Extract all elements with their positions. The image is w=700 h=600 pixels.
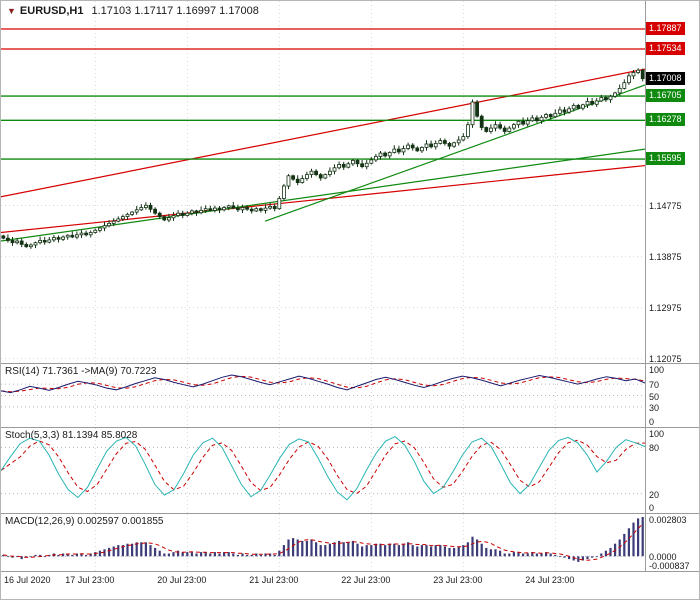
macd-plot[interactable] [1,514,645,571]
current-price-label: 1.17008 [646,71,685,85]
trendline [264,84,645,222]
indicator-line [1,436,645,501]
time-label: 21 Jul 23:00 [249,575,299,585]
price-tick: 1.12075 [649,353,682,364]
main-price-plot[interactable] [1,1,645,363]
rsi-plot[interactable] [1,364,645,427]
macd-scale-tick: 0.002803 [649,515,687,525]
indicator-scale-tick: 0 [649,417,655,427]
trendline [1,164,645,234]
stochastic-pane: 100 80 20 0 Stoch(5,3,3) 81.1394 85.8028 [1,427,699,513]
indicator-scale-tick: 100 [649,365,665,375]
trendline [1,68,645,198]
stochastic-axis[interactable]: 100 80 20 0 [645,428,699,513]
indicator-scale-tick: 80 [649,443,660,454]
time-label: 22 Jul 23:00 [341,575,391,585]
rsi-axis[interactable]: 100 70 50 30 0 [645,364,699,427]
macd-histogram [2,517,644,562]
resistance-price-label: 1.17887 [646,21,685,35]
time-label: 24 Jul 23:00 [525,575,575,585]
indicator-scale-tick: 50 [649,391,660,402]
price-axis[interactable]: 1.14775 1.13875 1.12975 1.12075 1.17887 1.175… [645,1,699,364]
price-tick: 1.14775 [649,200,682,211]
indicator-scale-tick: 30 [649,402,660,413]
indicator-scale-tick: 20 [649,489,660,500]
time-label: 17 Jul 23:00 [65,575,115,585]
macd-axis[interactable]: 0.002803 0.0000 -0.000837 [645,514,699,571]
price-tick: 1.13875 [649,251,682,262]
ohlc-quote: 1.17103 1.17117 1.16997 1.17008 [91,5,259,17]
macd-signal-line [3,523,644,561]
symbol-dropdown-marker[interactable]: ▼ [7,6,16,16]
time-label: 20 Jul 23:00 [157,575,207,585]
indicator-scale-tick: 70 [649,380,660,391]
rsi-pane: 100 70 50 30 0 RSI(14) 71.7361 ->MA(9) 70.72… [1,363,699,427]
time-label: 16 Jul 2020 [4,575,51,585]
resistance-price-label: 1.17534 [646,42,685,55]
signal-line [1,439,645,495]
indicator-line [1,374,645,394]
indicator-scale-tick: 0 [649,503,655,513]
support-price-label: 1.15595 [646,152,685,166]
main-chart-pane: 1.14775 1.13875 1.12975 1.12075 1.17887 1.175… [1,1,699,364]
time-axis[interactable]: 16 Jul 2020 17 Jul 23:00 20 Jul 23:00 21 Ju… [1,571,699,591]
support-price-label: 1.16705 [646,89,685,103]
rsi-label: RSI(14) 71.7361 ->MA(9) 70.7223 [5,366,157,377]
indicator-scale-tick: 100 [649,429,665,439]
macd-pane: 0.002803 0.0000 -0.000837 MACD(12,26,9) 0.… [1,513,699,571]
price-tick: 1.12975 [649,302,682,313]
time-label: 23 Jul 23:00 [433,575,483,585]
signal-line [1,375,645,393]
chart-header: ▼ EURUSD,H1 1.17103 1.17117 1.16997 1.1700… [7,5,259,17]
symbol-title: EURUSD,H1 [19,5,84,17]
macd-scale-tick: -0.000837 [649,561,690,571]
trendline [1,148,645,242]
candles-group [1,68,645,249]
macd-label: MACD(12,26,9) 0.002597 0.001855 [5,516,164,527]
stochastic-plot[interactable] [1,428,645,513]
stochastic-label: Stoch(5,3,3) 81.1394 85.8028 [5,430,138,441]
macd-scale-tick: 0.0000 [649,552,677,563]
support-price-label: 1.16278 [646,113,685,127]
